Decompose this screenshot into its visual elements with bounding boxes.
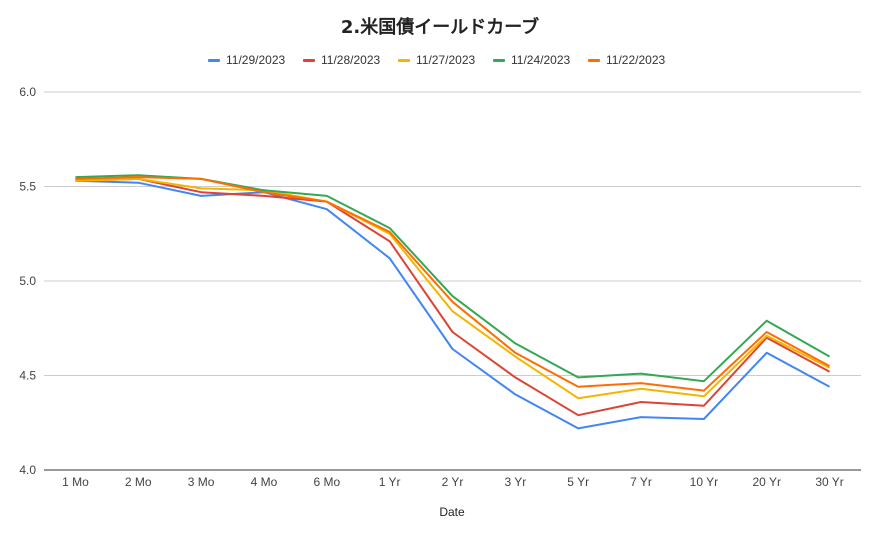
x-tick-label: 10 Yr xyxy=(690,475,718,489)
legend: 11/29/2023 11/28/2023 11/27/2023 11/24/2023… xyxy=(208,53,665,67)
x-tick-label: 4 Mo xyxy=(251,475,278,489)
x-tick-label: 1 Yr xyxy=(379,475,401,489)
y-tick-label: 6.0 xyxy=(19,85,36,99)
legend-swatch xyxy=(303,59,315,62)
x-tick-label: 3 Mo xyxy=(188,475,215,489)
chart-title: 2.米国債イールドカーブ xyxy=(341,16,539,38)
legend-label: 11/24/2023 xyxy=(511,53,570,67)
x-tick-label: 1 Mo xyxy=(62,475,89,489)
x-tick-label: 3 Yr xyxy=(504,475,526,489)
grid-lines xyxy=(44,91,861,471)
x-tick-label: 2 Mo xyxy=(125,475,152,489)
y-tick-label: 4.0 xyxy=(19,463,36,477)
legend-swatch xyxy=(588,59,600,62)
legend-label: 11/27/2023 xyxy=(416,53,475,67)
series-line xyxy=(75,174,831,383)
y-tick-label: 4.5 xyxy=(19,369,36,383)
legend-label: 11/22/2023 xyxy=(606,53,665,67)
x-tick-label: 6 Mo xyxy=(313,475,340,489)
y-tick-label: 5.0 xyxy=(19,274,36,288)
x-tick-label: 5 Yr xyxy=(567,475,589,489)
series-lines xyxy=(75,174,831,430)
legend-label: 11/29/2023 xyxy=(226,53,285,67)
x-axis-ticks: 1 Mo 2 Mo 3 Mo 4 Mo 6 Mo 1 Yr 2 Yr 3 Yr 5 Yr 7 Yr… xyxy=(62,475,844,489)
legend-label: 11/28/2023 xyxy=(321,53,380,67)
legend-swatch xyxy=(208,59,220,62)
x-tick-label: 2 Yr xyxy=(442,475,464,489)
x-tick-label: 7 Yr xyxy=(630,475,652,489)
y-tick-label: 5.5 xyxy=(19,180,36,194)
series-line xyxy=(75,176,831,392)
y-axis-ticks: 4.0 4.5 5.0 5.5 6.0 xyxy=(19,85,36,477)
x-tick-label: 20 Yr xyxy=(752,475,780,489)
legend-swatch xyxy=(493,59,505,62)
x-axis-title: Date xyxy=(439,505,465,519)
legend-swatch xyxy=(398,59,410,62)
series-line xyxy=(75,177,831,400)
x-tick-label: 30 Yr xyxy=(815,475,843,489)
series-line xyxy=(75,179,831,430)
series-line xyxy=(75,177,831,417)
